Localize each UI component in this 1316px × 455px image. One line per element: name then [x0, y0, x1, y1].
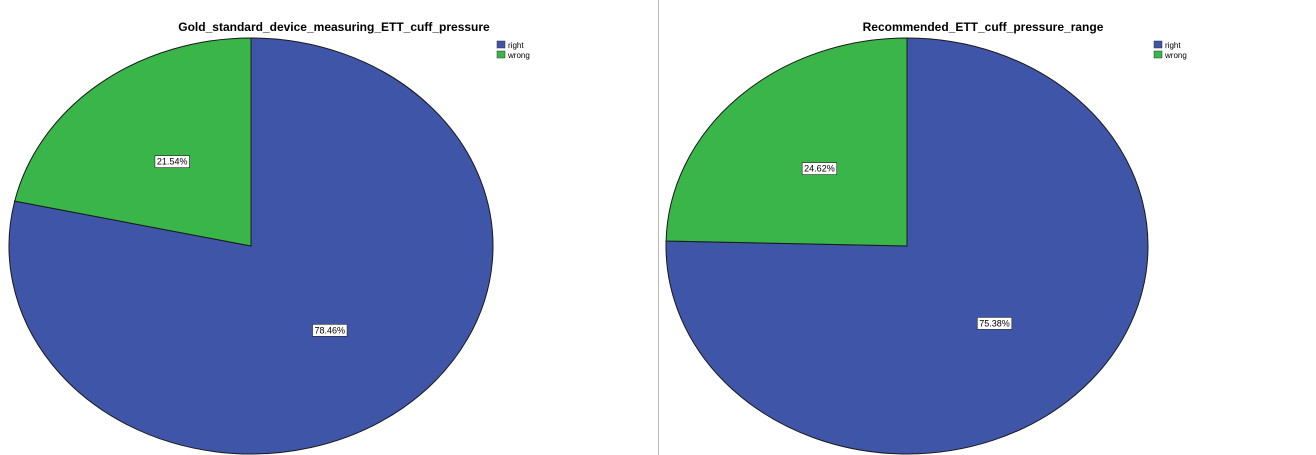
data-labels: 78.46% 21.54% — [154, 155, 348, 337]
pie-chart-recommended-range: Recommended_ETT_cuff_pressure_range 75.3… — [665, 20, 1187, 455]
data-labels: 75.38% 24.62% — [801, 162, 1013, 330]
legend-swatch-wrong — [496, 50, 506, 59]
svg-text:21.54%: 21.54% — [157, 157, 188, 167]
pie-chart-gold-standard: Gold_standard_device_measuring_ETT_cuff_… — [8, 20, 530, 455]
pie-chart-panel-recommended-range: Recommended_ETT_cuff_pressure_range 75.3… — [659, 0, 1316, 455]
legend-swatch-right — [496, 40, 506, 49]
pie-slice-right — [8, 37, 494, 455]
legend-swatch-right — [1153, 40, 1163, 49]
svg-text:24.62%: 24.62% — [804, 164, 835, 174]
data-label-wrong: 24.62% — [801, 162, 838, 175]
pie-slice-wrong — [14, 37, 252, 247]
legend-label-wrong: wrong — [1164, 51, 1187, 60]
svg-text:75.38%: 75.38% — [979, 318, 1010, 328]
data-label-wrong: 21.54% — [154, 155, 190, 168]
pie-chart-panel-gold-standard: Gold_standard_device_measuring_ETT_cuff_… — [8, 20, 530, 455]
legend-label-right: right — [508, 41, 524, 50]
legend-label-right: right — [1165, 41, 1181, 50]
svg-text:78.46%: 78.46% — [315, 325, 346, 335]
data-label-right: 75.38% — [976, 317, 1013, 330]
chart-title: Recommended_ETT_cuff_pressure_range — [863, 20, 1104, 34]
chart-legend: right wrong — [496, 40, 530, 60]
chart-legend: right wrong — [1153, 40, 1187, 60]
chart-title: Gold_standard_device_measuring_ETT_cuff_… — [178, 20, 490, 34]
pie-slices — [665, 37, 1149, 455]
legend-label-wrong: wrong — [507, 51, 530, 60]
legend-swatch-wrong — [1153, 50, 1163, 59]
pie-slice-wrong — [665, 37, 908, 247]
data-label-right: 78.46% — [312, 324, 348, 337]
pie-slices — [8, 37, 494, 455]
panel-divider — [658, 0, 659, 455]
